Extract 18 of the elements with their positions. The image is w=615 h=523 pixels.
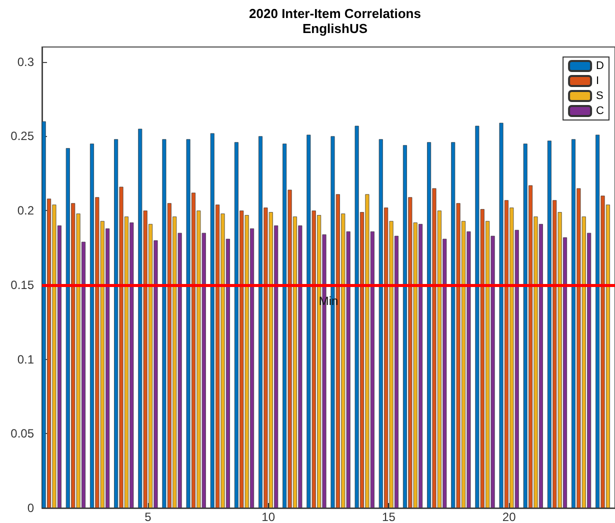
y-tick-label: 0.3 [17, 54, 34, 69]
x-tick-label: 5 [144, 510, 152, 523]
y-tick-label: 0 [27, 501, 34, 515]
x-tick-label: 20 [502, 510, 516, 523]
y-tick-label: 0.15 [10, 278, 34, 292]
x-tick-label: 15 [382, 510, 396, 523]
legend-label: C [596, 105, 604, 117]
ref-line-label: Min [318, 294, 338, 308]
legend-label: S [596, 90, 604, 102]
chart-title: 2020 Inter-Item Correlations [249, 6, 421, 21]
y-tick-label: 0.2 [17, 204, 34, 218]
chart-subtitle: EnglishUS [302, 21, 368, 36]
legend-label: I [596, 75, 600, 87]
legend-label: D [596, 60, 604, 72]
y-tick-label: 0.05 [10, 426, 34, 441]
x-tick-label: 10 [262, 510, 276, 523]
y-tick-label: 0.1 [17, 352, 34, 366]
y-tick-label: 0.25 [10, 129, 34, 144]
